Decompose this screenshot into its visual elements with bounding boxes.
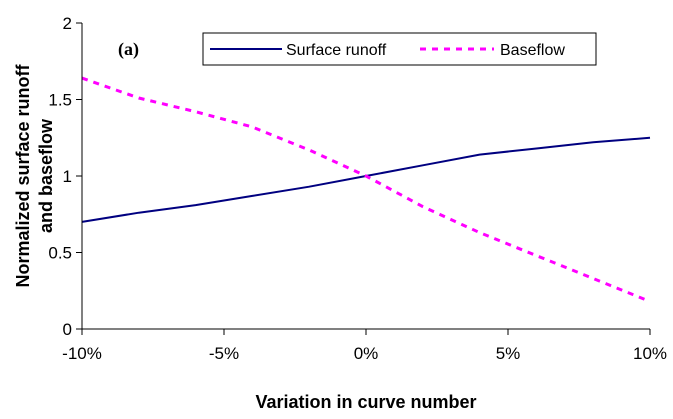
panel-label: (a) [118, 39, 139, 60]
y-axis-title-line-2: and baseflow [36, 118, 56, 233]
legend-label-baseflow: Baseflow [500, 42, 565, 59]
legend: Surface runoff Baseflow [202, 32, 597, 66]
x-tick-label: 0% [354, 344, 379, 363]
series-line-surface-runoff [81, 136, 651, 223]
y-axis-title-line-1: Normalized surface runoff [13, 63, 33, 287]
legend-label-surface-runoff: Surface runoff [286, 42, 387, 59]
axes-layer [76, 22, 651, 335]
tick-labels: 0 0.5 1 1.5 2 -10% -5% 0% 5% 10% [48, 14, 667, 363]
x-axis-title: Variation in curve number [255, 392, 476, 412]
x-tick-label: -5% [209, 344, 239, 363]
x-tick-label: 5% [496, 344, 521, 363]
x-tick-label: -10% [62, 344, 102, 363]
y-tick-label: 2 [63, 14, 72, 33]
y-tick-label: 1.5 [48, 91, 72, 110]
series-line-baseflow [81, 76, 651, 303]
series-layer [81, 76, 651, 303]
y-tick-label: 1 [63, 167, 72, 186]
x-tick-label: 10% [633, 344, 667, 363]
y-tick-label: 0.5 [48, 244, 72, 263]
y-tick-label: 0 [63, 320, 72, 339]
